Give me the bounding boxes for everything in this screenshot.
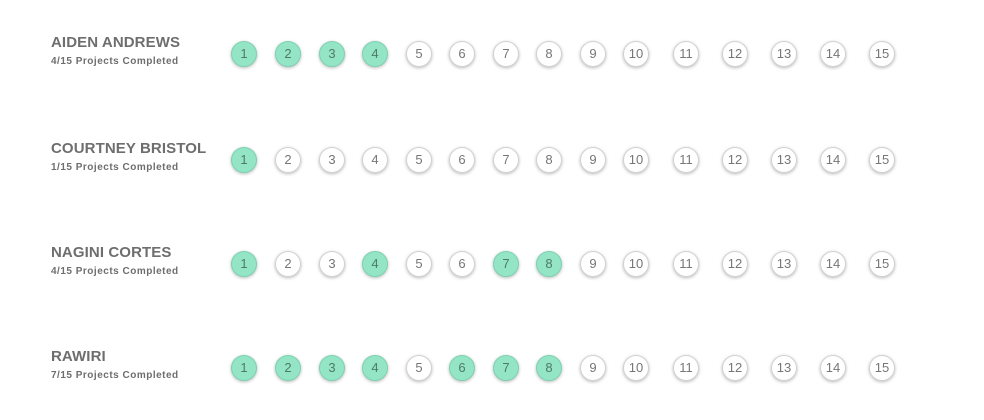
project-circle-6-pending[interactable]: 6 (449, 41, 475, 67)
project-circle-10-pending[interactable]: 10 (623, 147, 649, 173)
project-circle-9-pending[interactable]: 9 (580, 41, 606, 67)
project-circle-6-pending[interactable]: 6 (449, 251, 475, 277)
project-circle-11-pending[interactable]: 11 (673, 41, 699, 67)
project-circle-13-pending[interactable]: 13 (771, 147, 797, 173)
project-circle-3-pending[interactable]: 3 (319, 251, 345, 277)
project-circle-1-completed[interactable]: 1 (231, 41, 257, 67)
project-circle-3-completed[interactable]: 3 (319, 355, 345, 381)
project-circle-13-pending[interactable]: 13 (771, 251, 797, 277)
project-circle-12-pending[interactable]: 12 (722, 251, 748, 277)
progress-summary: 4/15 Projects Completed (51, 56, 179, 67)
project-circle-10-pending[interactable]: 10 (623, 355, 649, 381)
project-circle-9-pending[interactable]: 9 (580, 147, 606, 173)
project-circle-15-pending[interactable]: 15 (869, 147, 895, 173)
project-circles: 1 2 3 4 5 6 7 8 9 10 11 12 13 14 15 (0, 34, 984, 94)
project-circle-11-pending[interactable]: 11 (673, 355, 699, 381)
project-circle-9-pending[interactable]: 9 (580, 355, 606, 381)
project-circle-4-completed[interactable]: 4 (362, 41, 388, 67)
project-circle-2-completed[interactable]: 2 (275, 41, 301, 67)
project-circle-3-completed[interactable]: 3 (319, 41, 345, 67)
project-circle-4-completed[interactable]: 4 (362, 251, 388, 277)
project-circle-14-pending[interactable]: 14 (820, 41, 846, 67)
project-circle-1-completed[interactable]: 1 (231, 251, 257, 277)
project-circle-14-pending[interactable]: 14 (820, 251, 846, 277)
project-circle-1-completed[interactable]: 1 (231, 355, 257, 381)
project-circle-11-pending[interactable]: 11 (673, 251, 699, 277)
project-circle-2-completed[interactable]: 2 (275, 355, 301, 381)
student-name: RAWIRI (51, 348, 106, 365)
project-circle-15-pending[interactable]: 15 (869, 41, 895, 67)
project-circle-6-pending[interactable]: 6 (449, 147, 475, 173)
student-row-courtney-bristol: COURTNEY BRISTOL 1/15 Projects Completed… (0, 140, 984, 200)
project-circle-8-completed[interactable]: 8 (536, 251, 562, 277)
project-circle-8-pending[interactable]: 8 (536, 147, 562, 173)
project-circle-12-pending[interactable]: 12 (722, 41, 748, 67)
project-circle-6-completed[interactable]: 6 (449, 355, 475, 381)
project-circle-14-pending[interactable]: 14 (820, 355, 846, 381)
project-circle-14-pending[interactable]: 14 (820, 147, 846, 173)
project-circle-15-pending[interactable]: 15 (869, 355, 895, 381)
project-circle-13-pending[interactable]: 13 (771, 355, 797, 381)
progress-summary: 1/15 Projects Completed (51, 162, 179, 173)
project-circle-5-pending[interactable]: 5 (406, 41, 432, 67)
progress-summary: 7/15 Projects Completed (51, 370, 179, 381)
project-circle-7-pending[interactable]: 7 (493, 147, 519, 173)
project-circle-3-pending[interactable]: 3 (319, 147, 345, 173)
project-circles: 1 2 3 4 5 6 7 8 9 10 11 12 13 14 15 (0, 348, 984, 408)
project-circle-7-completed[interactable]: 7 (493, 251, 519, 277)
project-circle-1-completed[interactable]: 1 (231, 147, 257, 173)
student-name: AIDEN ANDREWS (51, 34, 181, 51)
project-circle-9-pending[interactable]: 9 (580, 251, 606, 277)
project-circle-8-pending[interactable]: 8 (536, 41, 562, 67)
student-info: COURTNEY BRISTOL 1/15 Projects Completed (51, 140, 226, 174)
project-circle-8-completed[interactable]: 8 (536, 355, 562, 381)
student-info: RAWIRI 7/15 Projects Completed (51, 348, 226, 382)
project-circle-5-pending[interactable]: 5 (406, 355, 432, 381)
project-circles: 1 2 3 4 5 6 7 8 9 10 11 12 13 14 15 (0, 140, 984, 200)
project-circles: 1 2 3 4 5 6 7 8 9 10 11 12 13 14 15 (0, 244, 984, 304)
project-circle-13-pending[interactable]: 13 (771, 41, 797, 67)
student-name: NAGINI CORTES (51, 244, 172, 261)
project-circle-7-completed[interactable]: 7 (493, 355, 519, 381)
project-circle-12-pending[interactable]: 12 (722, 147, 748, 173)
project-circle-7-pending[interactable]: 7 (493, 41, 519, 67)
project-circle-10-pending[interactable]: 10 (623, 41, 649, 67)
project-circle-2-pending[interactable]: 2 (275, 147, 301, 173)
project-circle-2-pending[interactable]: 2 (275, 251, 301, 277)
project-circle-5-pending[interactable]: 5 (406, 147, 432, 173)
project-circle-5-pending[interactable]: 5 (406, 251, 432, 277)
project-circle-4-completed[interactable]: 4 (362, 355, 388, 381)
student-info: AIDEN ANDREWS 4/15 Projects Completed (51, 34, 226, 68)
project-circle-11-pending[interactable]: 11 (673, 147, 699, 173)
project-circle-12-pending[interactable]: 12 (722, 355, 748, 381)
project-circle-10-pending[interactable]: 10 (623, 251, 649, 277)
student-name: COURTNEY BRISTOL (51, 140, 207, 157)
progress-summary: 4/15 Projects Completed (51, 266, 179, 277)
student-info: NAGINI CORTES 4/15 Projects Completed (51, 244, 226, 278)
project-circle-4-pending[interactable]: 4 (362, 147, 388, 173)
project-circle-15-pending[interactable]: 15 (869, 251, 895, 277)
